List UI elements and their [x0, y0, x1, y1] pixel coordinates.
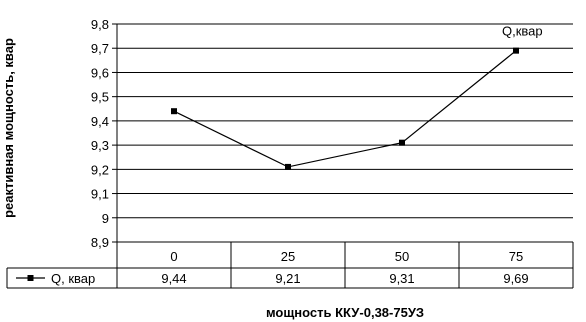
series-end-label: Q,квар: [502, 24, 543, 39]
table-value-cell: 9,44: [161, 271, 186, 286]
table-value-cell: 9,69: [503, 271, 528, 286]
data-point: [399, 139, 405, 146]
data-point: [285, 163, 291, 170]
y-tick-label: 9,5: [91, 90, 109, 105]
y-tick-label: 9,7: [91, 41, 109, 56]
x-category-label: 0: [170, 249, 177, 264]
x-axis-title: мощность ККУ-0,38-75УЗ: [266, 305, 424, 320]
legend-marker: [27, 275, 34, 281]
x-category-label: 50: [395, 249, 409, 264]
data-table: 0 9,44 25 9,21 50 9,31 75 9,69 Q, квар: [6, 241, 574, 289]
series-polyline: [173, 50, 517, 168]
x-category-label: 25: [281, 249, 295, 264]
data-point: [513, 47, 519, 54]
y-tick-label: 9,6: [91, 65, 109, 80]
y-tick-label: 9,4: [91, 114, 109, 129]
y-axis-title: реактивная мощность, квар: [1, 38, 16, 218]
legend-label: Q, квар: [51, 271, 95, 286]
y-tick-label: 8,9: [91, 235, 109, 250]
y-tick-label: 9: [102, 211, 109, 226]
x-category-label: 75: [509, 249, 523, 264]
series-line: Q,квар: [171, 24, 543, 170]
y-axis-ticks: 8,9 9 9,1 9,2 9,3 9,4 9,5 9,6 9,7 9,8: [91, 17, 117, 250]
y-tick-label: 9,3: [91, 138, 109, 153]
table-value-cell: 9,31: [389, 271, 414, 286]
y-tick-label: 9,2: [91, 162, 109, 177]
data-point: [171, 108, 177, 115]
gridlines: [116, 23, 573, 288]
table-value-cell: 9,21: [275, 271, 300, 286]
y-tick-label: 9,8: [91, 17, 109, 32]
y-tick-label: 9,1: [91, 187, 109, 202]
